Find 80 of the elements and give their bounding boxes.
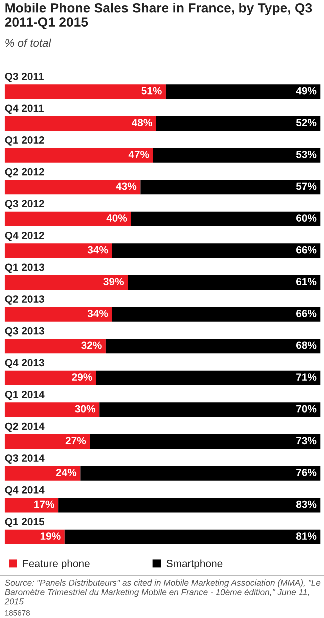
y-tick-label: Q1 2012: [5, 136, 44, 146]
bar: [4, 244, 112, 258]
data-label: 17%: [34, 500, 54, 508]
data-label: 73%: [296, 437, 317, 445]
bar: [4, 84, 166, 100]
data-label: 66%: [296, 310, 317, 318]
bar: [90, 434, 321, 450]
bar: [58, 498, 321, 513]
legend-label: Feature phone: [23, 560, 90, 570]
data-label: 66%: [296, 246, 317, 254]
data-label: 57%: [296, 182, 317, 190]
data-label: 48%: [132, 119, 152, 127]
bar: [64, 530, 321, 545]
bar: [4, 402, 100, 418]
data-label: 83%: [296, 500, 317, 508]
bar: [140, 180, 321, 195]
data-label: 29%: [72, 374, 92, 381]
bar: [80, 466, 321, 481]
y-tick-label: Q3 2011: [5, 72, 44, 82]
bar: [4, 466, 81, 481]
data-label: 51%: [142, 87, 162, 95]
y-tick-label: Q1 2015: [5, 518, 45, 528]
data-label: 52%: [296, 119, 317, 127]
chart-subtitle: % of total: [6, 38, 52, 48]
bar: [96, 370, 321, 386]
chart-title: Mobile Phone Sales Share in France, by Type, Q3 2011-Q1 2015: [5, 3, 312, 30]
bar: [100, 402, 321, 418]
y-tick-label: Q1 2013: [5, 264, 44, 274]
data-label: 39%: [104, 278, 124, 286]
data-label: 34%: [88, 246, 108, 254]
y-tick-label: Q3 2013: [5, 327, 44, 337]
bar: [153, 148, 321, 163]
bar: [106, 339, 321, 354]
data-label: 32%: [82, 342, 102, 350]
data-label: 43%: [116, 182, 137, 190]
y-tick-label: Q4 2013: [5, 359, 44, 369]
bar: [156, 116, 321, 132]
y-tick-label: Q2 2014: [5, 422, 45, 432]
y-tick-label: Q4 2011: [5, 104, 44, 114]
y-tick-label: Q3 2012: [5, 200, 44, 210]
bar: [4, 116, 156, 132]
bar: [4, 370, 96, 386]
data-label: 71%: [296, 374, 317, 381]
data-label: 53%: [296, 150, 317, 158]
bar: [4, 275, 128, 290]
bar: [166, 84, 321, 100]
bar: [4, 212, 132, 226]
y-tick-label: Q2 2013: [5, 296, 44, 305]
data-label: 61%: [296, 278, 317, 286]
bar: [4, 498, 59, 513]
bar: [128, 275, 321, 290]
bar: [4, 180, 141, 195]
legend-label: Smartphone: [166, 560, 223, 570]
data-label: 24%: [56, 469, 77, 476]
source-note: Source: "Panels Distributeurs" as cited in Mobile Marketing Association (MMA), "Le Baromètre Trimestriel du Marketing Mobile en France - 10ème édition," June 11, 2015: [4, 580, 321, 605]
y-tick-label: Q2 2012: [5, 168, 44, 178]
data-label: 19%: [40, 532, 61, 540]
y-tick-label: Q1 2014: [5, 391, 45, 400]
bar: [4, 148, 154, 163]
y-tick-label: Q4 2012: [5, 232, 44, 242]
data-label: 60%: [296, 214, 317, 222]
data-label: 70%: [296, 405, 317, 413]
data-label: 27%: [66, 437, 86, 445]
y-tick-label: Q3 2014: [5, 454, 45, 464]
data-label: 30%: [75, 405, 96, 413]
data-label: 76%: [296, 469, 317, 476]
data-label: 68%: [296, 342, 317, 350]
data-label: 40%: [106, 214, 128, 222]
bar: [4, 307, 112, 322]
bar: [4, 339, 106, 354]
bar: [4, 530, 65, 545]
bar: [112, 244, 321, 258]
data-label: 81%: [296, 532, 317, 540]
y-tick-label: Q4 2014: [5, 486, 45, 496]
bar: [4, 434, 90, 450]
data-label: 34%: [88, 310, 108, 318]
bar: [131, 212, 321, 226]
data-label: 49%: [296, 87, 317, 95]
data-label: 47%: [128, 150, 150, 158]
bar: [112, 307, 321, 322]
